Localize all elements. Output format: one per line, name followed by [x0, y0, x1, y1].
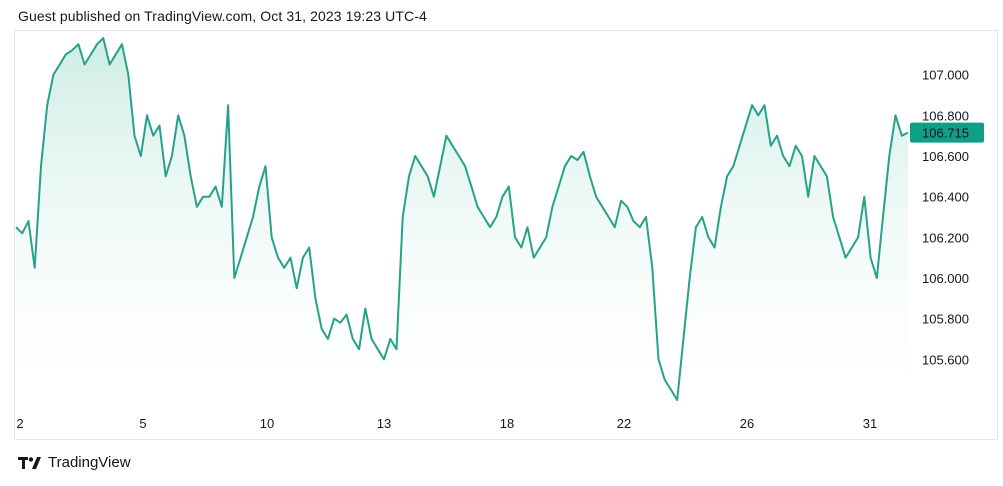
x-tick-label: 26	[740, 416, 754, 431]
last-price-label: 106.715	[922, 126, 969, 141]
footer-brand[interactable]: TradingView	[48, 454, 131, 471]
y-axis[interactable]: 107.000 106.800 106.600 106.400 106.200 106.0…	[922, 68, 969, 368]
price-line	[15, 37, 909, 401]
area-fill	[16, 38, 908, 400]
y-tick-label: 106.000	[922, 271, 969, 286]
x-axis[interactable]: 2 5 10 13 18 22 26 31	[16, 416, 877, 431]
footer: TradingView	[18, 454, 131, 471]
y-tick-label: 106.800	[922, 108, 969, 123]
x-tick-label: 13	[377, 416, 391, 431]
y-tick-label: 106.600	[922, 149, 969, 164]
y-tick-label: 105.600	[922, 352, 969, 367]
x-tick-label: 10	[260, 416, 274, 431]
chart-frame	[14, 30, 998, 440]
x-tick-label: 31	[863, 416, 877, 431]
y-tick-label: 106.200	[922, 230, 969, 245]
x-tick-label: 2	[16, 416, 23, 431]
y-tick-label: 107.000	[922, 68, 969, 83]
tradingview-logo-icon[interactable]	[18, 456, 42, 470]
x-tick-label: 18	[500, 416, 514, 431]
x-tick-label: 22	[617, 416, 631, 431]
last-price-tag: 106.715	[910, 122, 984, 143]
x-tick-label: 5	[139, 416, 146, 431]
published-caption: Guest published on TradingView.com, Oct …	[18, 8, 427, 24]
y-tick-label: 106.400	[922, 190, 969, 205]
y-tick-label: 105.800	[922, 312, 969, 327]
